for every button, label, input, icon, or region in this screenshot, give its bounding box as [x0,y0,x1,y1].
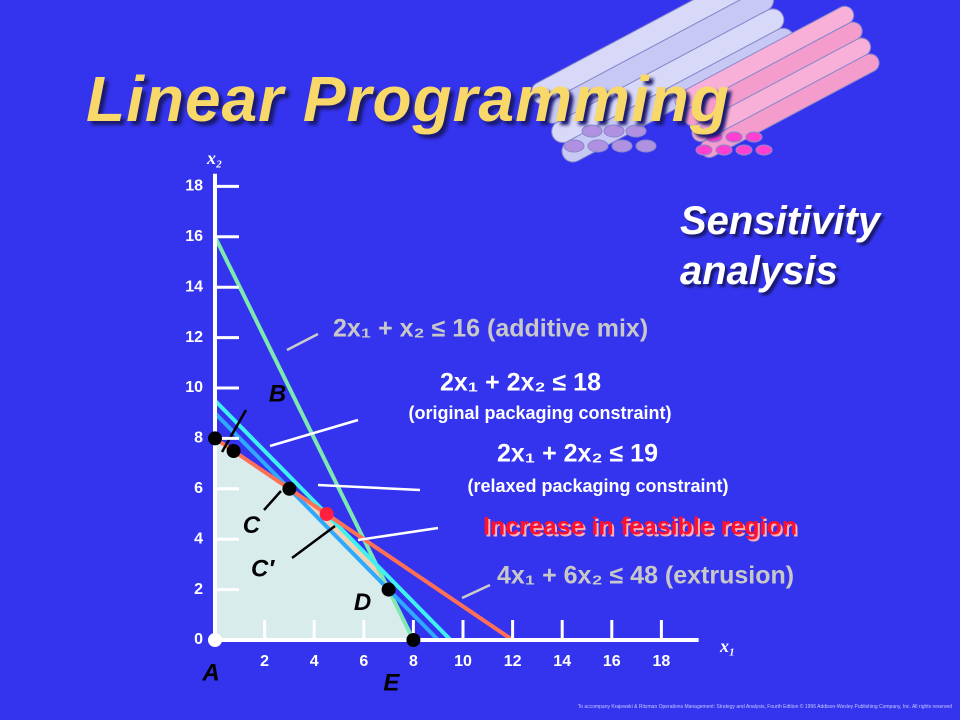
y-tick-label: 14 [185,278,203,295]
title: Linear Programming [86,63,730,135]
y-axis-label: x₂ [206,148,222,168]
point-label: B [269,380,286,407]
corner-point [319,507,334,521]
corner-point [381,582,396,597]
constraint-line [213,411,440,642]
y-tick-label: 6 [194,480,203,497]
increase-label: Increase in feasible region [483,513,797,541]
x-tick-label: 16 [603,653,621,670]
increase-label-shadow: Increase in feasible region [485,515,799,543]
point-label: C′ [251,555,275,582]
y-tick-label: 4 [194,530,203,547]
point-label: A [201,659,219,686]
feasible-region [215,438,414,640]
pipes-decoration [530,0,880,163]
constraint-note: (original packaging constraint) [408,403,671,423]
x-tick-label: 8 [409,653,418,670]
x-tick-label: 18 [653,653,671,670]
corner-point [226,444,241,458]
y-tick-label: 12 [185,329,203,346]
y-tick-label: 16 [185,228,203,245]
x-tick-label: 2 [260,653,269,670]
x-tick-label: 4 [310,653,319,670]
corner-point [208,431,222,446]
point-label: E [383,669,400,696]
leader-lines [220,332,491,600]
x-tick-label: 6 [359,653,368,670]
constraint-note: (relaxed packaging constraint) [467,476,728,496]
subtitle: Sensitivity analysis [680,199,881,293]
x-axis-label: x₁ [719,636,735,656]
y-tick-label: 10 [185,379,203,396]
y-tick-label: 18 [185,178,203,195]
y-tick-label: 2 [194,581,203,598]
corner-point [282,481,297,496]
constraint-label: 2x₁ + x₂ ≤ 16 (additive mix) [333,315,648,343]
constraint-label: 2x₁ + 2x₂ ≤ 18 [440,369,601,397]
constraint-line [213,235,416,641]
x-tick-label: 14 [553,653,571,670]
y-tick-label: 8 [194,430,203,447]
x-tick-label: 12 [504,653,522,670]
point-label: D [354,589,371,616]
footnote: To accompany Krajewski & Ritzman Operati… [577,704,952,710]
point-label: C [243,512,261,539]
corner-point [406,633,421,647]
constraint-label: 4x₁ + 6x₂ ≤ 48 (extrusion) [497,562,794,590]
corner-point [208,633,222,647]
y-tick-label: 0 [194,631,203,648]
constraint-label: 2x₁ + 2x₂ ≤ 19 [497,440,658,468]
x-tick-label: 10 [454,653,472,670]
